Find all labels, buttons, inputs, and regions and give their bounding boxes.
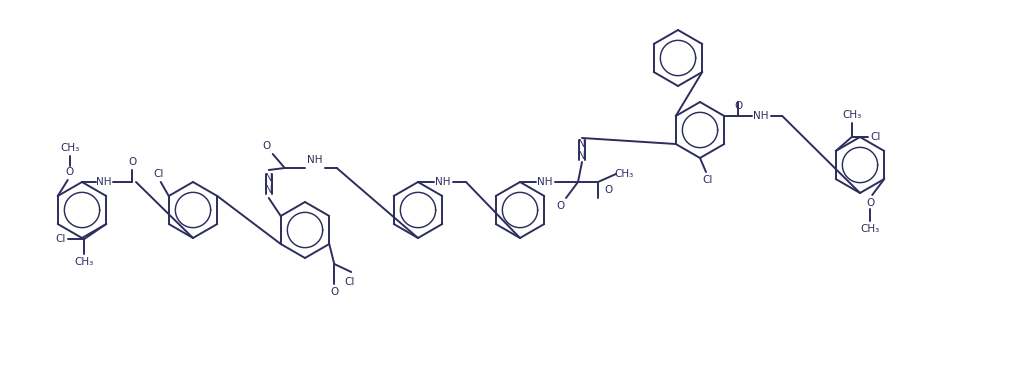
Text: Cl: Cl [153, 169, 164, 179]
Text: CH₃: CH₃ [60, 143, 79, 153]
Text: N: N [264, 185, 273, 195]
Text: NH: NH [537, 177, 553, 187]
Text: O: O [262, 141, 271, 151]
Text: O: O [66, 167, 74, 177]
Text: Cl: Cl [871, 132, 881, 142]
Text: NH: NH [435, 177, 451, 187]
Text: NH: NH [97, 177, 112, 187]
Text: N: N [578, 151, 586, 161]
Text: N: N [264, 173, 273, 183]
Text: CH₃: CH₃ [614, 169, 634, 179]
Text: CH₃: CH₃ [860, 224, 880, 234]
Text: NH: NH [753, 111, 769, 121]
Text: O: O [128, 157, 136, 167]
Text: O: O [734, 101, 742, 111]
Text: CH₃: CH₃ [75, 257, 94, 267]
Text: O: O [604, 185, 612, 195]
Text: O: O [330, 287, 339, 297]
Text: CH₃: CH₃ [842, 110, 861, 120]
Text: Cl: Cl [56, 234, 66, 244]
Text: O: O [866, 198, 875, 208]
Text: NH: NH [307, 155, 322, 165]
Text: Cl: Cl [344, 277, 354, 287]
Text: N: N [578, 139, 586, 149]
Text: Cl: Cl [703, 175, 713, 185]
Text: O: O [556, 201, 564, 211]
